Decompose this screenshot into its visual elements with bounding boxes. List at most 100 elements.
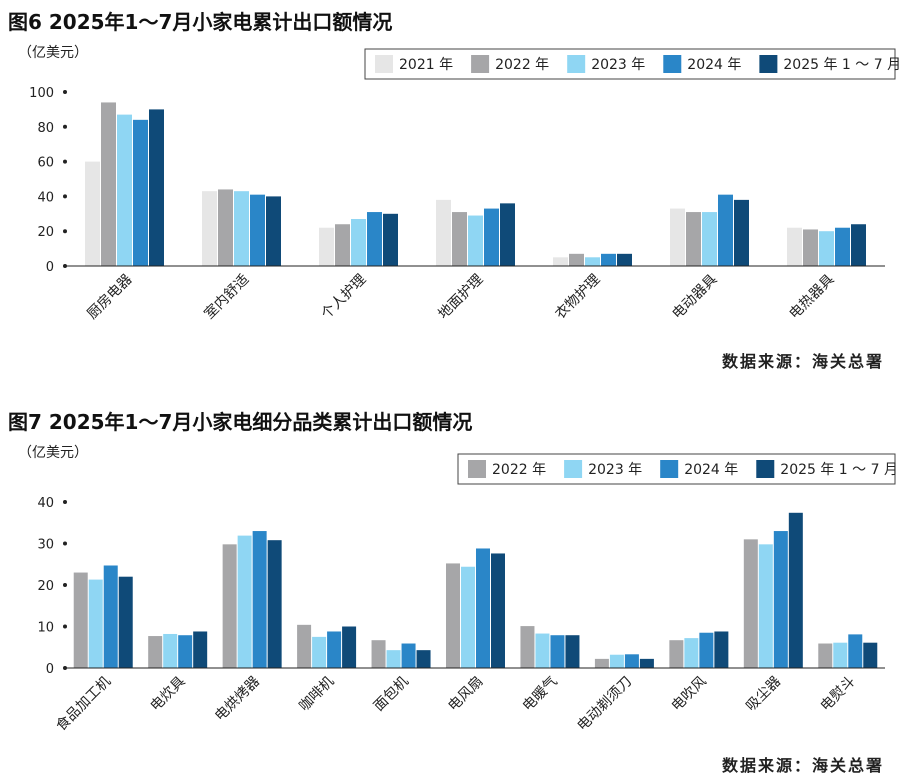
y-tick-label: 40 [37,496,54,511]
bar [222,544,237,668]
bar [85,161,100,266]
bar [500,203,515,266]
bar [585,257,600,266]
bar [565,635,580,668]
bar [267,540,282,668]
bar [103,565,118,668]
y-tick-mark [63,624,67,629]
bar [234,191,249,266]
category-label: 厨房电器 [84,272,135,323]
chart-title: 图6 2025年1～7月小家电累计出口额情况 [8,10,393,34]
bar [327,631,342,668]
y-tick-mark [63,90,67,94]
y-tick-label: 80 [37,121,54,136]
category-label: 衣物护理 [552,272,603,323]
bar [639,658,654,668]
chart-plot-area: 2022 年 2023 年 2024 年 2025 年 1 ～ 7 月 0 10 20 30 4… [37,453,898,735]
bar [491,553,505,668]
bar [535,633,550,668]
y-tick-label: 30 [37,538,54,553]
bar [133,119,148,266]
bar [252,531,267,668]
bar [163,633,178,668]
data-source: 数据来源：海关总署 [721,756,884,775]
category-label: 食品加工机 [53,673,115,735]
y-tick-label: 0 [46,260,54,275]
bar [670,208,685,266]
legend-swatch [564,460,583,478]
y-tick-mark [63,194,67,199]
bar [624,654,639,668]
legend-swatch [663,55,682,73]
y-tick-label: 60 [37,156,54,171]
category-label: 电烘烤器 [212,674,263,725]
bar [468,215,483,266]
y-tick-mark [63,500,67,504]
category-label: 电动器具 [669,272,720,323]
y-tick-mark [63,583,67,587]
chart-plot-area: 2021 年 2022 年 2023 年 2024 年 2025 年 1 ～ 7 月 0 2… [29,48,901,323]
y-tick-label: 40 [37,190,54,205]
legend-label: 2025 年 1 ～ 7 月 [783,57,901,73]
legend-swatch [468,460,486,478]
bar [699,632,714,668]
bar [312,636,327,668]
bar [319,227,334,266]
y-axis-unit: （亿美元） [18,45,88,61]
bar [202,191,217,266]
bar [484,208,499,266]
category-label: 电暖气 [520,674,561,715]
bar [250,194,265,266]
legend-swatch [759,55,778,73]
legend-swatch [375,55,393,73]
bar [788,512,803,668]
legend: 2021 年 2022 年 2023 年 2024 年 2025 年 1 ～ 7 月 [364,48,901,80]
bar [835,227,850,266]
legend-label: 2023 年 [591,57,645,73]
bar [718,194,733,266]
bar [734,199,749,266]
legend-label: 2022 年 [492,462,546,478]
bar [297,624,312,668]
y-tick-label: 20 [37,579,54,594]
bar [787,227,802,266]
bar [461,566,475,668]
bar [351,219,366,266]
bar [178,635,193,668]
bar [118,576,133,668]
bar [520,626,535,668]
bar [569,253,584,266]
category-label: 个人护理 [318,272,369,323]
bar [684,638,699,668]
legend-label: 2021 年 [399,57,453,73]
bar [371,640,386,668]
data-source: 数据来源：海关总署 [721,352,884,371]
legend-label: 2022 年 [495,57,549,73]
bar [851,224,866,266]
bar [702,212,717,266]
bar [848,634,863,668]
bar [416,650,431,668]
bar [550,635,565,668]
legend-label: 2025 年 1 ～ 7 月 [780,462,898,478]
y-tick-label: 10 [37,621,54,636]
category-label: 电风扇 [445,674,486,715]
bar [609,654,624,668]
category-label: 咖啡机 [296,674,337,715]
y-tick-mark [63,159,67,164]
bar [714,631,729,668]
category-label: 电热器具 [786,272,837,323]
chart-figure-6: 图6 2025年1～7月小家电累计出口额情况 （亿美元） 2021 年 2022 … [0,0,906,390]
bar [833,642,848,668]
category-label: 电熨斗 [818,674,859,715]
legend-swatch [567,55,586,73]
legend-label: 2024 年 [687,57,741,73]
bar [266,196,281,266]
y-axis-unit: （亿美元） [18,445,88,461]
category-label: 电动剃须刀 [574,674,635,735]
y-tick-mark [63,124,67,129]
legend-label: 2023 年 [588,462,642,478]
bar [601,253,616,266]
y-tick-mark [63,229,67,234]
